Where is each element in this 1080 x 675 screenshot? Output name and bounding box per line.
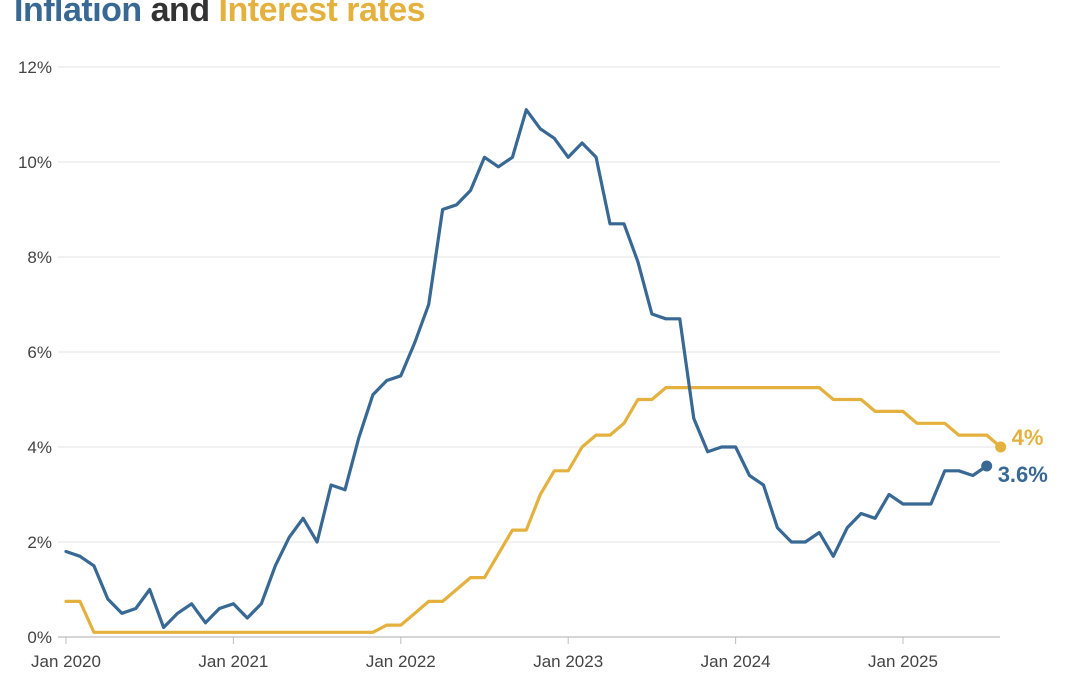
x-tick-label: Jan 2020 [31,652,101,671]
end-labels: 4% 3.6% [981,425,1048,487]
y-tick-label: 10% [18,153,52,172]
y-tick-label: 0% [27,628,52,647]
interest-rates-end-label: 4% [1012,425,1044,450]
series-group [64,108,1003,634]
x-tick-label: Jan 2022 [366,652,436,671]
y-tick-label: 8% [27,248,52,267]
y-tick-label: 6% [27,343,52,362]
inflation-end-point [981,460,993,472]
gridlines [58,66,1000,638]
x-tick-label: Jan 2025 [868,652,938,671]
title-interest-rates: Interest rates [218,0,426,29]
y-tick-label: 4% [27,438,52,457]
y-axis: 0% 2% 4% 6% 8% 10% 12% [18,58,52,647]
title-and: and [141,0,219,29]
x-axis: Jan 2020 Jan 2021 Jan 2022 Jan 2023 Jan 2024… [31,637,938,671]
interest-rates-end-point [995,441,1007,453]
interest-rates-line [64,386,1003,634]
inflation-end-label: 3.6% [998,462,1048,487]
y-tick-label: 2% [27,533,52,552]
x-tick-label: Jan 2024 [701,652,771,671]
x-tick-label: Jan 2021 [198,652,268,671]
inflation-line [64,108,989,630]
y-tick-label: 12% [18,58,52,77]
chart-title: Inflation and Interest rates [14,0,426,31]
x-tick-label: Jan 2023 [533,652,603,671]
title-inflation: Inflation [14,0,142,29]
